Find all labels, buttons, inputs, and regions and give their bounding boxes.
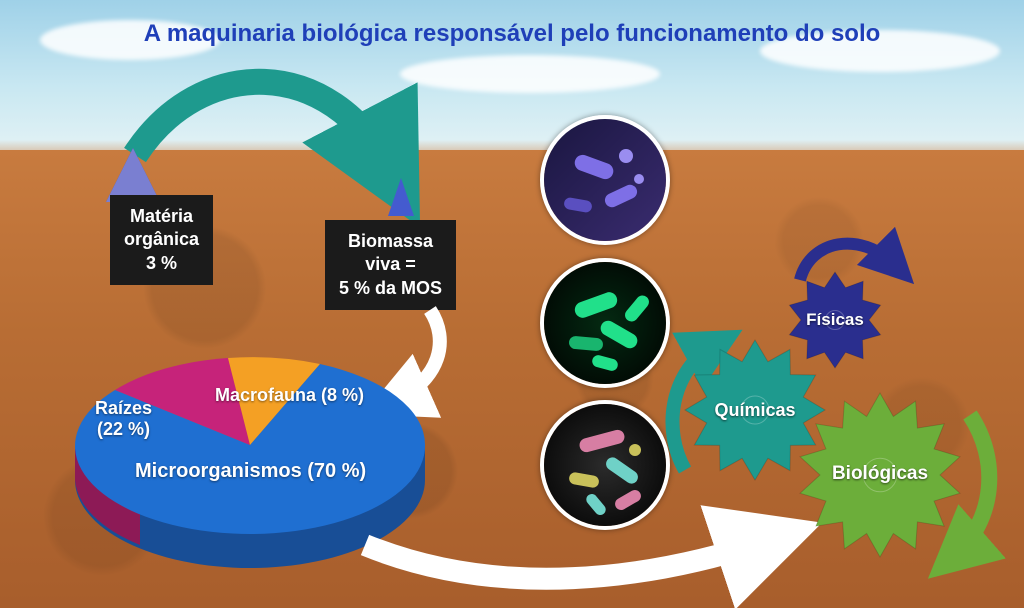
- gear-label-fisicas: Físicas: [787, 310, 883, 330]
- gear-biologicas: [0, 0, 1024, 608]
- gear-label-quimicas: Químicas: [695, 400, 815, 421]
- gear-label-biologicas: Biológicas: [808, 463, 952, 485]
